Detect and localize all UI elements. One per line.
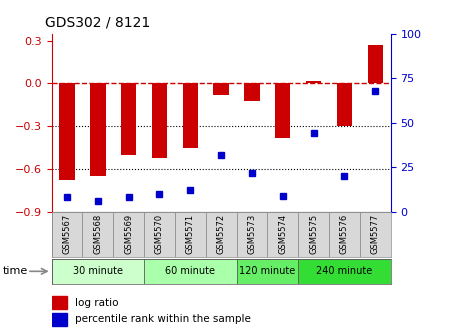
Bar [298,212,329,257]
Text: 120 minute: 120 minute [239,266,295,276]
Bar [337,83,352,126]
Text: GDS302 / 8121: GDS302 / 8121 [45,16,150,30]
Text: GSM5570: GSM5570 [155,214,164,254]
Bar [121,83,136,155]
Text: time: time [2,266,27,276]
Text: 60 minute: 60 minute [165,266,216,276]
Text: GSM5571: GSM5571 [186,214,195,254]
Bar [59,83,75,180]
Bar [83,212,113,257]
Bar [306,81,321,83]
Bar [144,259,237,284]
Text: 240 minute: 240 minute [316,266,373,276]
Text: 30 minute: 30 minute [73,266,123,276]
Text: GSM5572: GSM5572 [216,214,226,254]
Bar [237,212,267,257]
Bar [267,212,298,257]
Bar [275,83,291,138]
Text: GSM5576: GSM5576 [340,214,349,254]
Text: GSM5575: GSM5575 [309,214,318,254]
Text: log ratio: log ratio [75,298,119,308]
Bar [52,259,144,284]
Text: GSM5569: GSM5569 [124,214,133,254]
Bar [329,212,360,257]
Text: GSM5573: GSM5573 [247,214,256,254]
Bar [52,212,83,257]
Bar [244,83,260,100]
Bar [113,212,144,257]
Bar [360,212,391,257]
Bar [152,83,167,158]
Text: GSM5577: GSM5577 [371,214,380,254]
Text: GSM5568: GSM5568 [93,214,102,254]
Text: GSM5567: GSM5567 [62,214,71,254]
Text: GSM5574: GSM5574 [278,214,287,254]
Bar [175,212,206,257]
Bar [183,83,198,148]
Bar [90,83,106,176]
Bar [237,259,298,284]
Bar [368,45,383,83]
Bar [144,212,175,257]
Bar [298,259,391,284]
Bar [213,83,229,95]
Text: percentile rank within the sample: percentile rank within the sample [75,314,251,324]
Bar [206,212,237,257]
Bar [52,296,66,309]
Bar [52,312,66,326]
